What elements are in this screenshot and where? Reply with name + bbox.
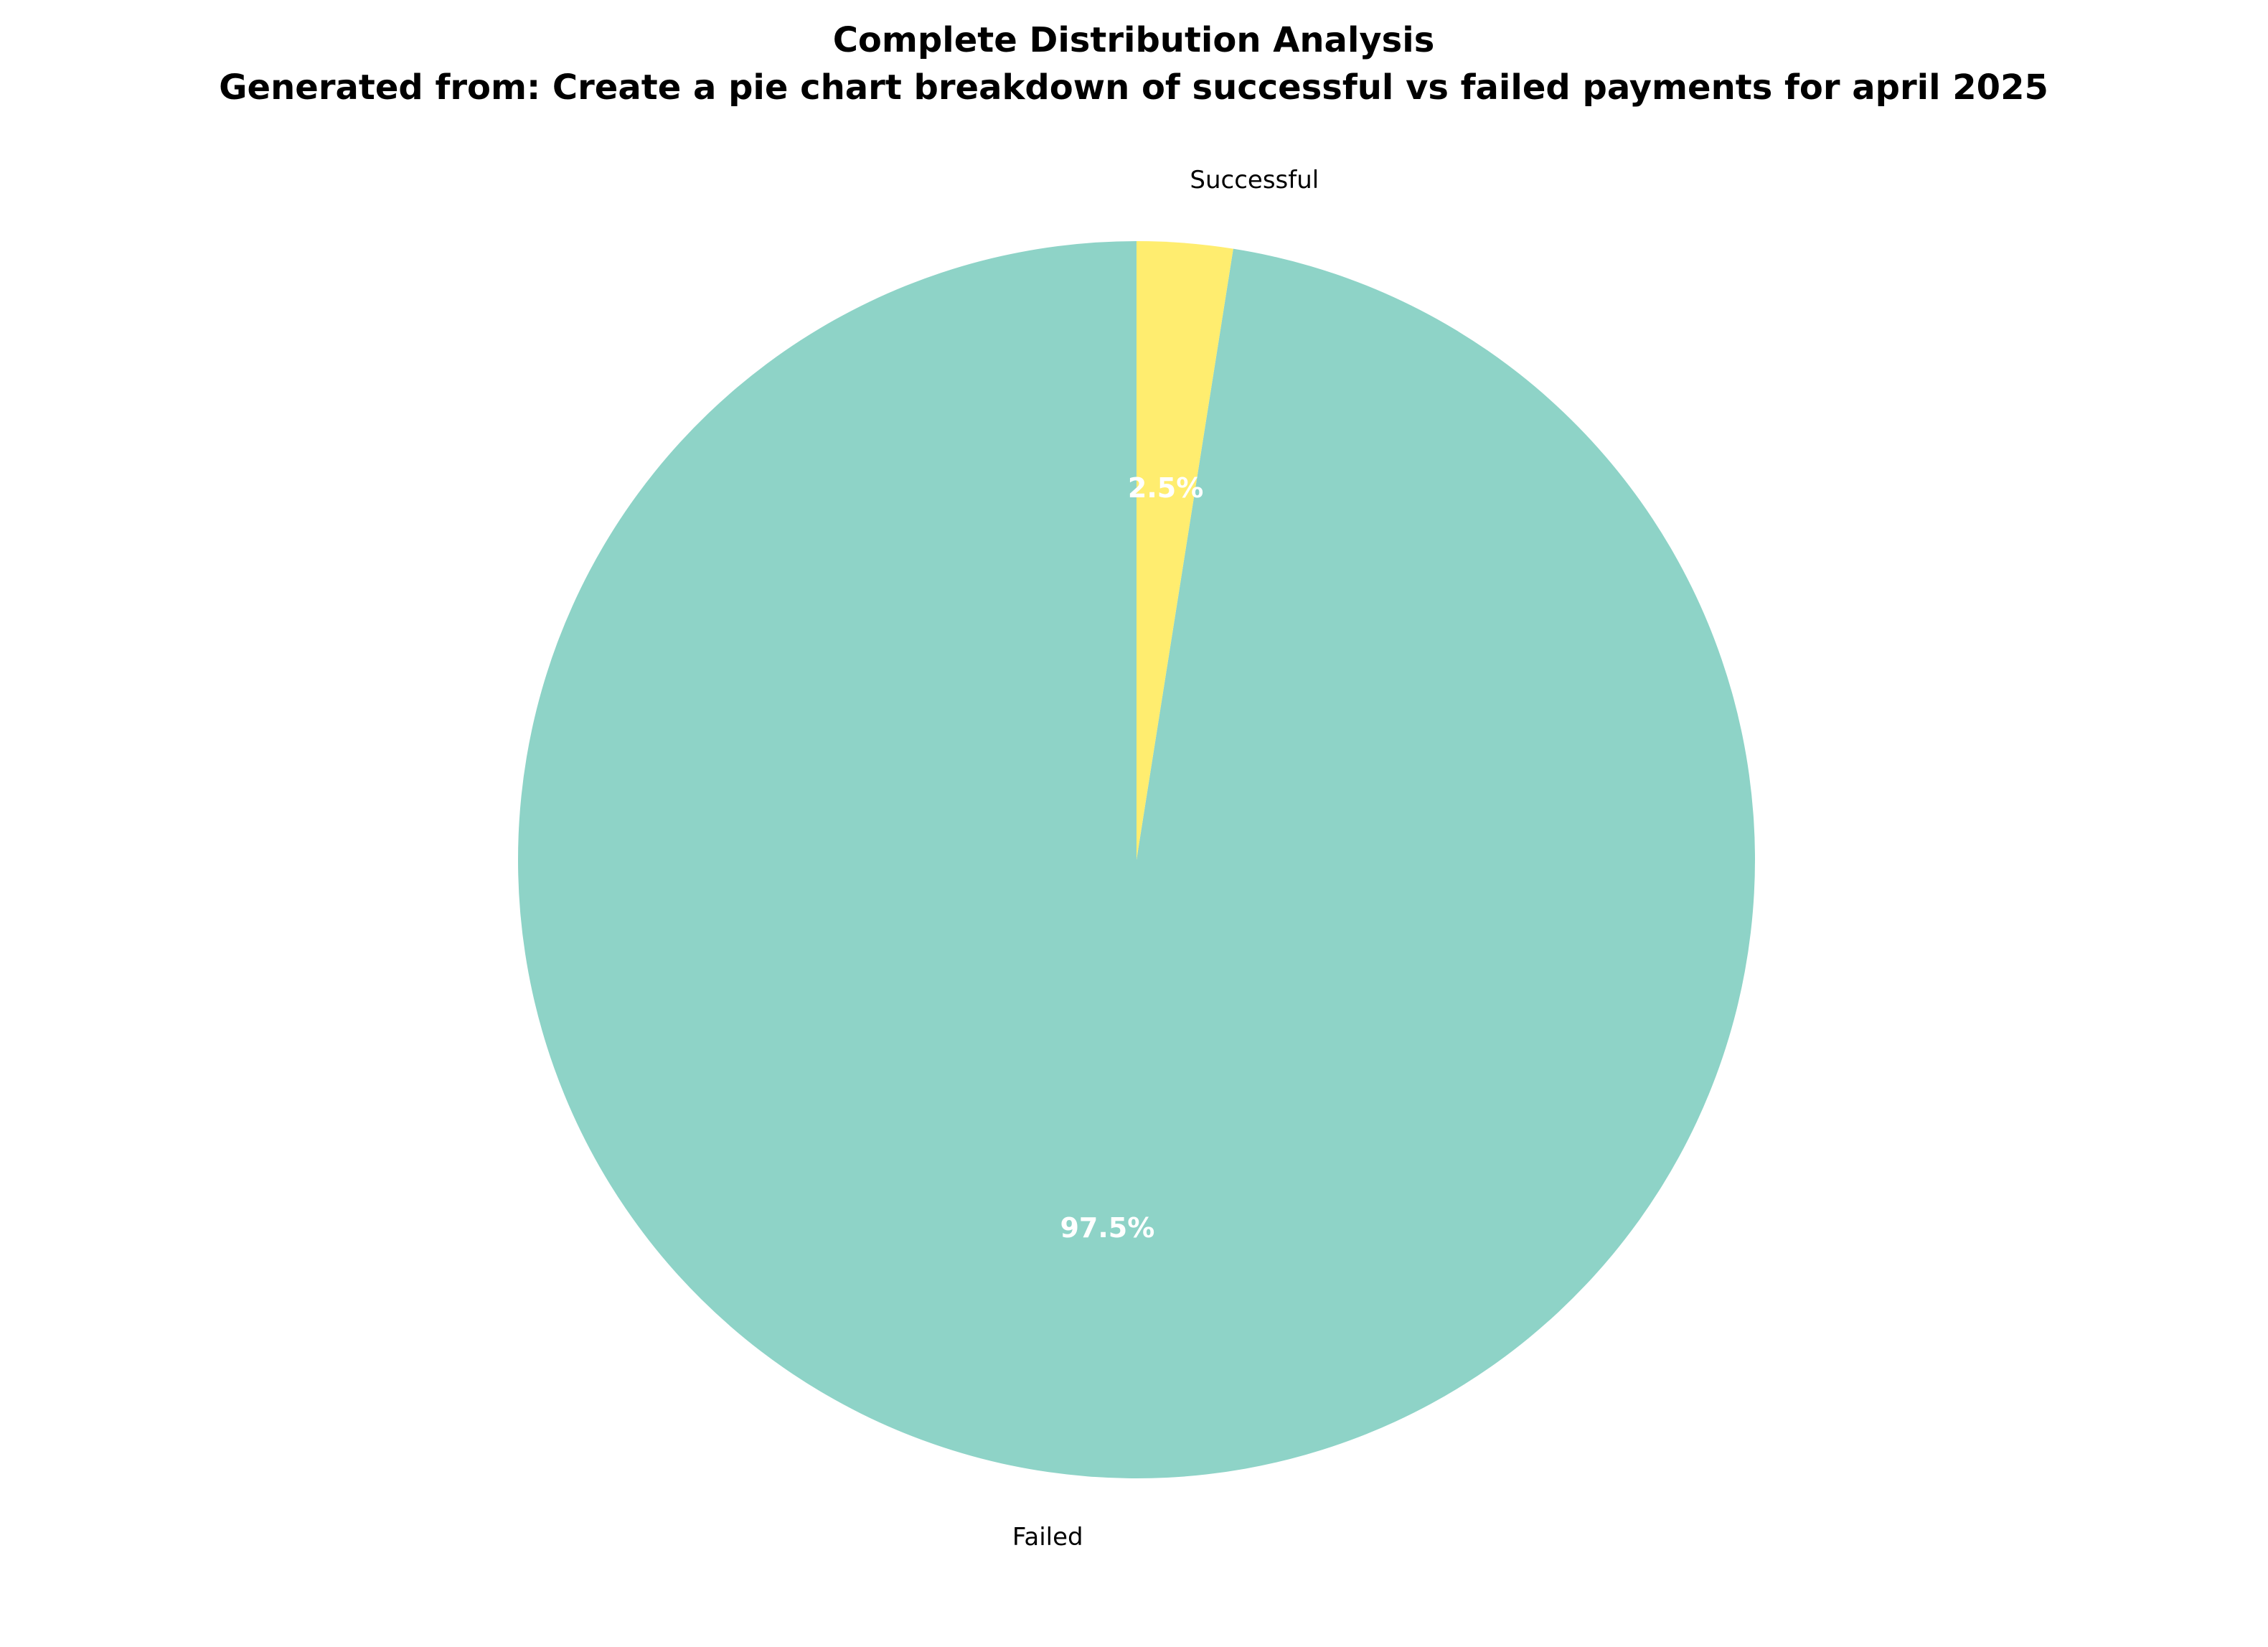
pie-labels: Failed 97.5% Successful 2.5% bbox=[1012, 166, 1319, 1552]
pie-slice-successful bbox=[1137, 241, 1233, 860]
slice-percent-successful: 2.5% bbox=[1128, 472, 1203, 504]
chart-title: Complete Distribution Analysis bbox=[833, 20, 1435, 60]
pie-slices bbox=[517, 241, 1756, 1478]
chart-subtitle: Generated from: Create a pie chart break… bbox=[219, 67, 2048, 108]
slice-label-failed: Failed bbox=[1012, 1523, 1083, 1552]
slice-percent-failed: 97.5% bbox=[1060, 1212, 1154, 1244]
slice-label-successful: Successful bbox=[1190, 166, 1319, 194]
